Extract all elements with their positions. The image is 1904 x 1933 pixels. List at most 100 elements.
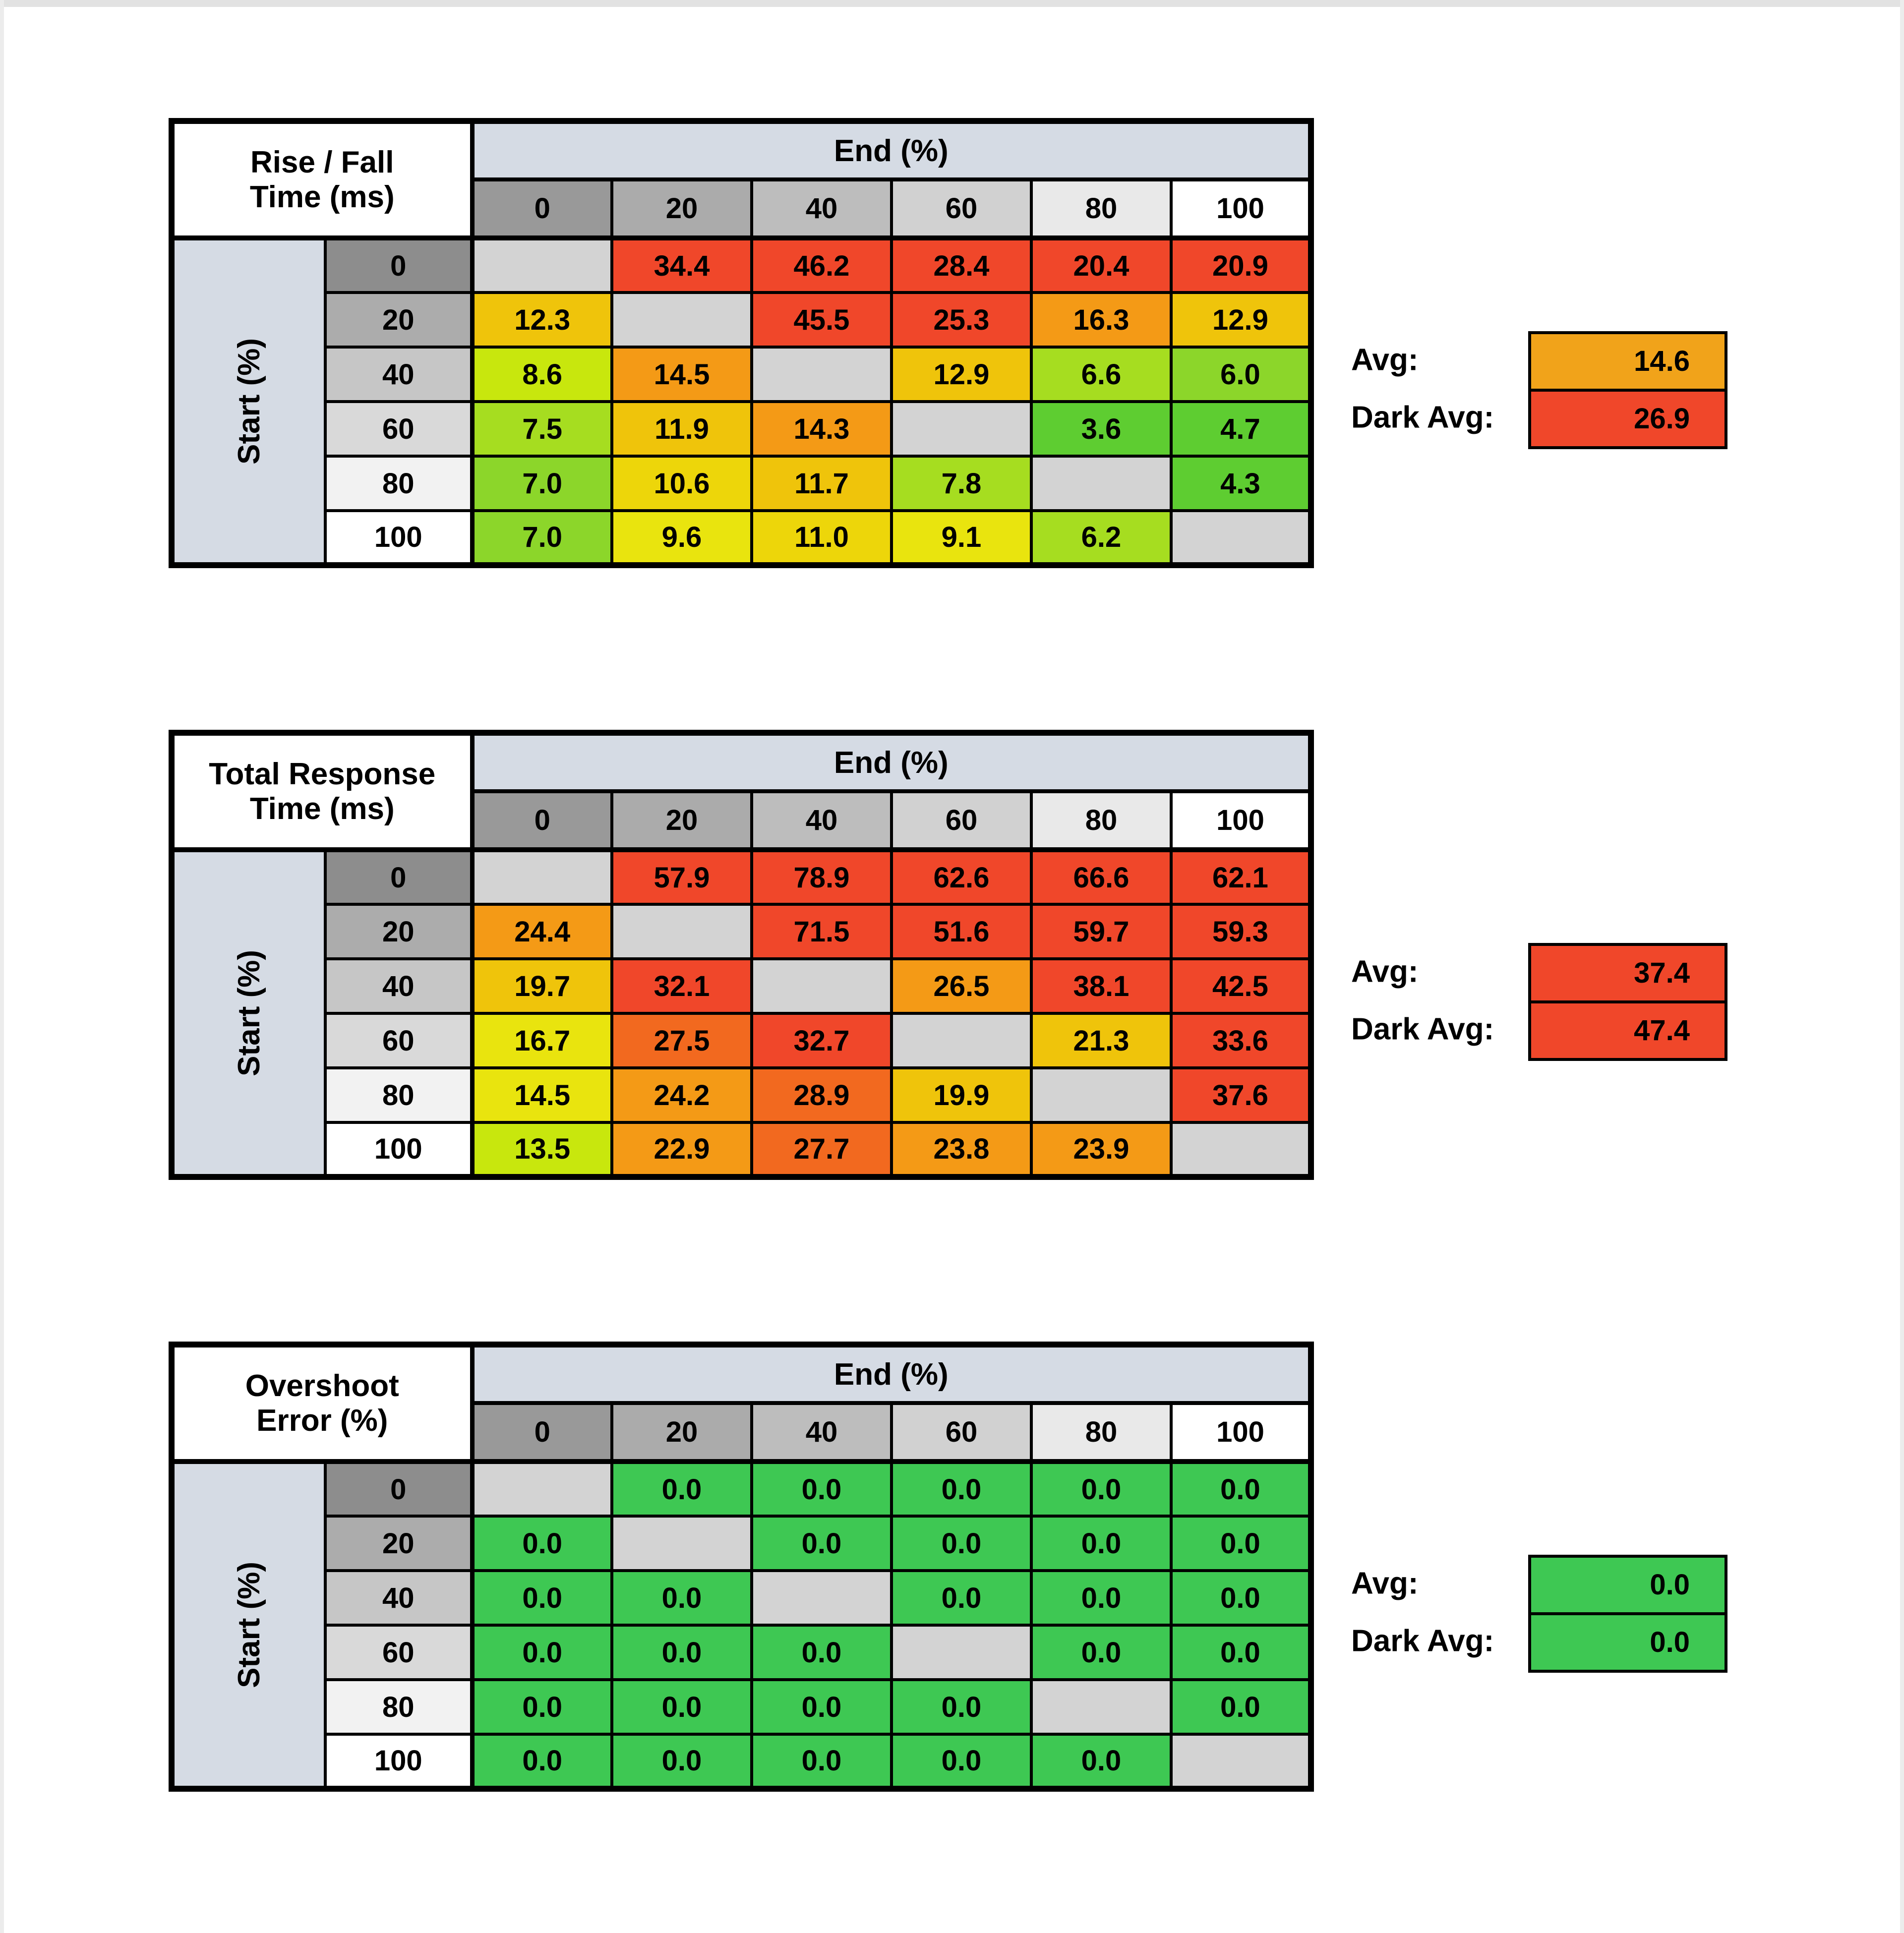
row-header-cell: 40 (324, 1569, 475, 1627)
diagonal-cell (610, 903, 753, 960)
data-cell: 38.1 (1030, 957, 1173, 1015)
data-cell: 9.6 (610, 509, 753, 567)
diagonal-cell (1170, 509, 1312, 567)
data-cell: 0.0 (610, 1569, 753, 1627)
data-cell: 14.5 (471, 1066, 613, 1124)
col-header-cell: 20 (610, 178, 753, 240)
row-header-cell: 20 (324, 291, 475, 349)
data-cell: 23.9 (1030, 1121, 1173, 1178)
data-cell: 27.5 (610, 1012, 753, 1069)
diagonal-cell (1030, 455, 1173, 512)
heatmap-table: Overshoot Error (%) End (%) 0 20 40 60 80 100… (169, 1342, 1314, 1792)
row-header-cell: 40 (324, 957, 475, 1015)
diagonal-cell (890, 1624, 1033, 1681)
data-cell: 34.4 (610, 236, 753, 294)
data-cell: 6.6 (1030, 346, 1173, 403)
data-cell: 0.0 (750, 1460, 893, 1518)
start-axis-label: Start (%) (170, 848, 327, 1178)
page-top-edge (0, 0, 1904, 7)
data-cell: 78.9 (750, 848, 893, 906)
data-cell: 11.0 (750, 509, 893, 567)
dark-avg-label: Dark Avg: (1351, 1012, 1494, 1047)
col-header-cell: 40 (750, 178, 893, 240)
col-header-cell: 100 (1170, 790, 1312, 852)
col-header-cell: 80 (1030, 1402, 1173, 1464)
table-row: Start (%) 0 57.9 78.9 62.6 66.6 62.1 (170, 848, 1312, 1178)
table-row: 20 0.0 0.0 0.0 0.0 0.0 (172, 1515, 1312, 1572)
col-header-cell: 20 (610, 790, 753, 852)
data-cell: 59.3 (1170, 903, 1312, 960)
col-header-cell: 0 (471, 790, 613, 852)
data-cell: 0.0 (750, 1678, 893, 1736)
end-axis-label: End (%) (471, 119, 1312, 181)
data-cell: 0.0 (750, 1733, 893, 1790)
data-cell: 46.2 (750, 236, 893, 294)
row-header-cell: 100 (324, 509, 475, 567)
data-cell: 6.2 (1030, 509, 1173, 567)
dark-avg-value: 26.9 (1531, 389, 1725, 446)
data-cell: 0.0 (890, 1678, 1033, 1736)
end-axis-label: End (%) (471, 1343, 1312, 1405)
col-header-cell: 40 (750, 790, 893, 852)
avg-value: 37.4 (1531, 946, 1725, 1000)
row-header-cell: 100 (324, 1121, 475, 1178)
table-row: 60 16.7 27.5 32.7 21.3 33.6 (172, 1012, 1312, 1069)
table-title: Overshoot Error (%) (170, 1343, 475, 1464)
table-row: 100 0.0 0.0 0.0 0.0 0.0 (172, 1733, 1312, 1790)
diagonal-cell (471, 236, 613, 294)
data-cell: 0.0 (471, 1624, 613, 1681)
dark-avg-value: 47.4 (1531, 1000, 1725, 1058)
data-cell: 32.7 (750, 1012, 893, 1069)
data-cell: 33.6 (1170, 1012, 1312, 1069)
col-header-cell: 80 (1030, 178, 1173, 240)
row-header-cell: 0 (324, 236, 475, 294)
data-cell: 71.5 (750, 903, 893, 960)
dark-avg-label: Dark Avg: (1351, 400, 1494, 435)
data-cell: 12.3 (471, 291, 613, 349)
data-cell: 9.1 (890, 509, 1033, 567)
data-cell: 0.0 (610, 1460, 753, 1518)
data-cell: 6.0 (1170, 346, 1312, 403)
avg-label: Avg: (1351, 954, 1419, 989)
table-row: 60 7.5 11.9 14.3 3.6 4.7 (172, 400, 1312, 458)
data-cell: 19.7 (471, 957, 613, 1015)
data-cell: 0.0 (1170, 1624, 1312, 1681)
data-cell: 0.0 (1030, 1460, 1173, 1518)
data-cell: 7.5 (471, 400, 613, 458)
data-cell: 0.0 (610, 1733, 753, 1790)
data-cell: 20.4 (1030, 236, 1173, 294)
heatmap-table: Total Response Time (ms) End (%) 0 20 40 60… (169, 730, 1314, 1180)
data-cell: 0.0 (890, 1569, 1033, 1627)
table-title-line2: Time (ms) (249, 791, 395, 826)
avg-value: 0.0 (1531, 1558, 1725, 1612)
data-cell: 12.9 (1170, 291, 1312, 349)
row-header-cell: 60 (324, 1624, 475, 1681)
avg-values-box: 0.0 0.0 (1528, 1555, 1727, 1673)
col-header-cell: 0 (471, 1402, 613, 1464)
diagonal-cell (1030, 1678, 1173, 1736)
data-cell: 7.8 (890, 455, 1033, 512)
start-axis-label: Start (%) (170, 1460, 327, 1790)
col-header-cell: 80 (1030, 790, 1173, 852)
row-header-cell: 20 (324, 1515, 475, 1572)
data-cell: 28.4 (890, 236, 1033, 294)
data-cell: 3.6 (1030, 400, 1173, 458)
data-cell: 0.0 (890, 1460, 1033, 1518)
table-title: Rise / Fall Time (ms) (170, 119, 475, 240)
data-cell: 16.3 (1030, 291, 1173, 349)
table-row: 80 0.0 0.0 0.0 0.0 0.0 (172, 1678, 1312, 1736)
column-header-row: 0 20 40 60 80 100 (172, 1402, 1312, 1464)
data-cell: 8.6 (471, 346, 613, 403)
dark-avg-label: Dark Avg: (1351, 1624, 1494, 1658)
col-header-cell: 100 (1170, 1402, 1312, 1464)
start-axis-label: Start (%) (170, 236, 327, 567)
table-row: Start (%) 0 0.0 0.0 0.0 0.0 0.0 (170, 1460, 1312, 1790)
table-row: 80 7.0 10.6 11.7 7.8 4.3 (172, 455, 1312, 512)
table-row: 100 13.5 22.9 27.7 23.8 23.9 (172, 1121, 1312, 1178)
data-cell: 21.3 (1030, 1012, 1173, 1069)
data-cell: 11.9 (610, 400, 753, 458)
heatmap-table: Rise / Fall Time (ms) End (%) 0 20 40 60 80 1… (169, 118, 1314, 568)
table-title-line2: Error (%) (256, 1403, 388, 1438)
col-header-cell: 20 (610, 1402, 753, 1464)
data-cell: 24.4 (471, 903, 613, 960)
